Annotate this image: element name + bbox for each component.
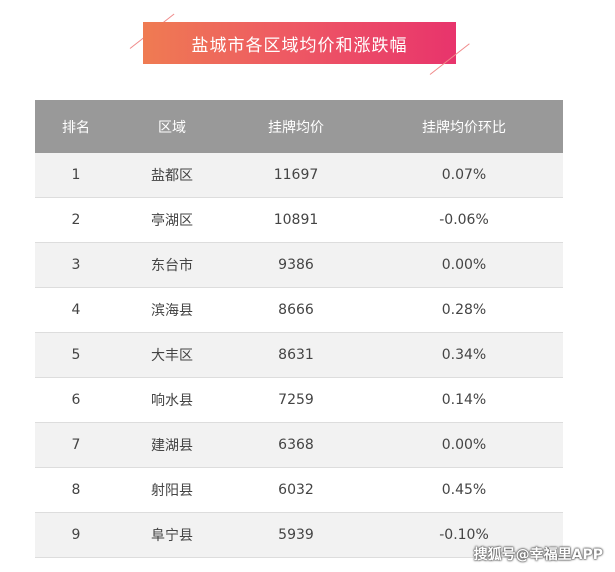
cell-change: 0.28% — [365, 287, 563, 333]
cell-rank: 2 — [35, 197, 117, 243]
table-row: 1 盐都区 11697 0.07% — [35, 153, 563, 198]
table-row: 6 响水县 7259 0.14% — [35, 377, 563, 423]
table-row: 9 阜宁县 5939 -0.10% — [35, 512, 563, 558]
cell-rank: 3 — [35, 242, 117, 288]
page-title: 盐城市各区域均价和涨跌幅 — [191, 35, 408, 56]
source-watermark: 搜狐号@幸福里APP — [473, 547, 603, 563]
header-rank: 排名 — [35, 100, 117, 153]
cell-change: 0.00% — [365, 242, 563, 288]
header-listing-price: 挂牌均价 — [227, 100, 365, 153]
cell-rank: 4 — [35, 287, 117, 333]
table-row: 7 建湖县 6368 0.00% — [35, 422, 563, 468]
table-row: 4 滨海县 8666 0.28% — [35, 287, 563, 333]
cell-rank: 7 — [35, 422, 117, 468]
cell-price: 6032 — [227, 467, 365, 513]
cell-price: 9386 — [227, 242, 365, 288]
cell-district: 盐都区 — [117, 153, 227, 198]
cell-district: 阜宁县 — [117, 512, 227, 558]
title-block: 盐城市各区域均价和涨跌幅 — [129, 12, 475, 80]
cell-change: 0.07% — [365, 153, 563, 198]
cell-change: 0.45% — [365, 467, 563, 513]
table-row: 8 射阳县 6032 0.45% — [35, 467, 563, 513]
cell-district: 滨海县 — [117, 287, 227, 333]
table-header-row: 排名 区域 挂牌均价 挂牌均价环比 — [35, 100, 563, 153]
cell-rank: 6 — [35, 377, 117, 423]
cell-change: 0.34% — [365, 332, 563, 378]
cell-district: 响水县 — [117, 377, 227, 423]
cell-change: -0.06% — [365, 197, 563, 243]
cell-rank: 5 — [35, 332, 117, 378]
cell-district: 亭湖区 — [117, 197, 227, 243]
cell-district: 射阳县 — [117, 467, 227, 513]
header-price-change-mom: 挂牌均价环比 — [365, 100, 563, 153]
header-district: 区域 — [117, 100, 227, 153]
cell-rank: 9 — [35, 512, 117, 558]
price-table: 排名 区域 挂牌均价 挂牌均价环比 1 盐都区 11697 0.07% 2 亭湖… — [35, 100, 563, 558]
cell-price: 7259 — [227, 377, 365, 423]
cell-price: 8631 — [227, 332, 365, 378]
cell-price: 11697 — [227, 153, 365, 198]
cell-price: 8666 — [227, 287, 365, 333]
cell-district: 建湖县 — [117, 422, 227, 468]
table-row: 2 亭湖区 10891 -0.06% — [35, 197, 563, 243]
table-row: 5 大丰区 8631 0.34% — [35, 332, 563, 378]
title-banner: 盐城市各区域均价和涨跌幅 — [143, 22, 456, 64]
cell-district: 东台市 — [117, 242, 227, 288]
cell-change: -0.10% — [365, 512, 563, 558]
cell-rank: 8 — [35, 467, 117, 513]
cell-rank: 1 — [35, 153, 117, 198]
cell-change: 0.00% — [365, 422, 563, 468]
cell-price: 5939 — [227, 512, 365, 558]
cell-district: 大丰区 — [117, 332, 227, 378]
cell-price: 10891 — [227, 197, 365, 243]
table-row: 3 东台市 9386 0.00% — [35, 242, 563, 288]
cell-price: 6368 — [227, 422, 365, 468]
cell-change: 0.14% — [365, 377, 563, 423]
